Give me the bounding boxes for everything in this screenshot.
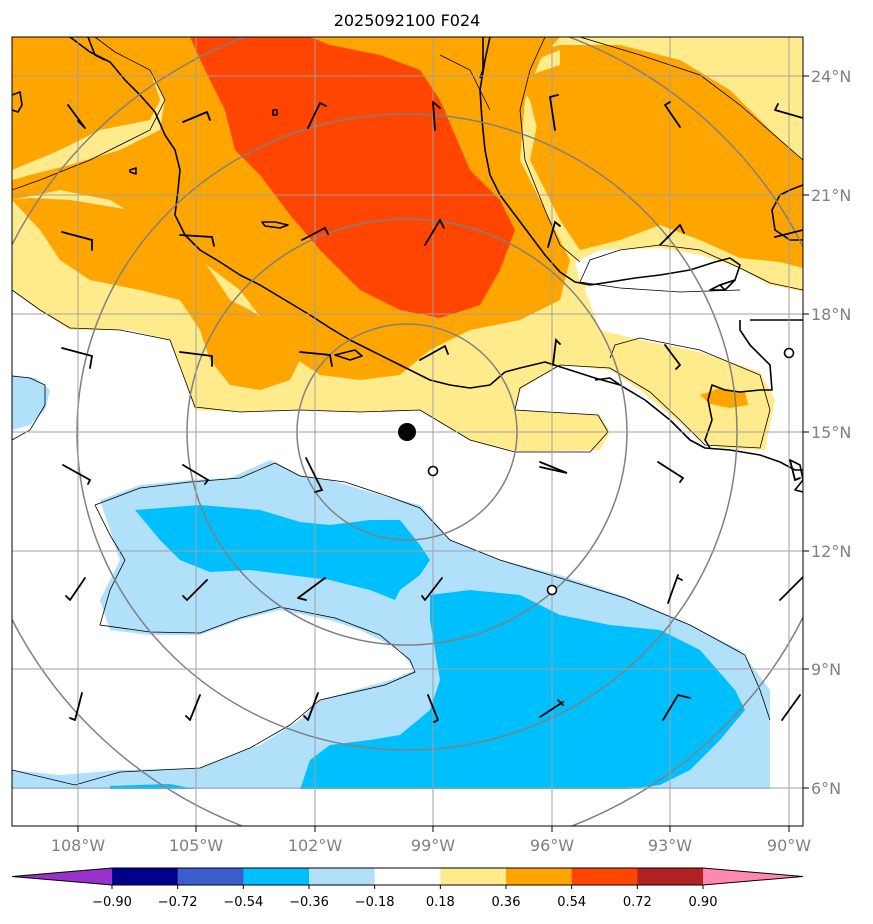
colorbar-label: −0.36: [289, 895, 329, 910]
wind-barb: [552, 338, 561, 366]
wind-barb: [549, 94, 559, 131]
wind-barb: [65, 577, 86, 601]
colorbar-label: 0.54: [557, 895, 586, 910]
lon-label: 105°W: [169, 836, 224, 855]
lon-label: 93°W: [648, 836, 692, 855]
colorbar-label: −0.54: [223, 895, 263, 910]
wind-barb: [664, 101, 681, 128]
wind-barb: [307, 102, 327, 129]
wind-barb: [781, 694, 801, 721]
lat-label: 6°N: [811, 779, 841, 798]
colorbar-segment: [374, 868, 441, 885]
lon-label: 108°W: [51, 836, 106, 855]
wind-barb: [774, 229, 803, 238]
colorbar-segment: [112, 868, 179, 885]
wind-barb: [539, 699, 564, 718]
colorbar: −0.90 −0.72 −0.54 −0.36 −0.18 0.18 0.36 0.54 0.7…: [11, 867, 804, 910]
lon-label: 102°W: [288, 836, 343, 855]
storm-center-marker: [398, 423, 416, 441]
wind-barb: [69, 692, 83, 721]
colorbar-label: −0.72: [158, 895, 198, 910]
station-marker: [427, 465, 439, 477]
wind-barb: [182, 579, 208, 601]
colorbar-segment: [571, 868, 638, 885]
lat-label: 15°N: [811, 423, 851, 442]
lat-label: 18°N: [811, 305, 851, 324]
wind-barb: [664, 344, 682, 370]
wind-barb: [182, 111, 211, 123]
colorbar-segment: [440, 868, 507, 885]
colorbar-label: 0.90: [689, 895, 718, 910]
map-title: 2025092100 F024: [334, 11, 481, 30]
wind-barb: [421, 577, 443, 601]
lat-label: 12°N: [811, 542, 851, 561]
latitude-labels: 24°N 21°N 18°N 15°N 12°N 9°N 6°N: [803, 67, 851, 798]
wind-barb: [539, 461, 568, 474]
wind-barb: [432, 101, 441, 131]
colorbar-label: −0.90: [92, 895, 132, 910]
colorbar-label: 0.72: [623, 895, 652, 910]
gridlines: [12, 37, 803, 826]
colorbar-segment: [637, 868, 704, 885]
lon-label: 90°W: [767, 836, 811, 855]
longitude-labels: 108°W 105°W 102°W 99°W 96°W 93°W 90°W: [51, 826, 811, 855]
wind-barb: [61, 347, 94, 369]
wind-barb: [179, 351, 213, 367]
wind-barb: [789, 459, 801, 482]
colorbar-label: 0.36: [492, 895, 521, 910]
colorbar-label: −0.18: [355, 895, 395, 910]
wind-barb: [301, 226, 329, 241]
wind-barb: [547, 220, 561, 248]
negative-mid-region: [135, 505, 430, 600]
wind-barb: [779, 576, 803, 601]
lat-label: 9°N: [811, 660, 841, 679]
lat-label: 24°N: [811, 67, 851, 86]
colorbar-segment: [506, 868, 573, 885]
station-marker: [783, 347, 795, 359]
wind-barb: [424, 218, 445, 246]
wind-barb: [667, 574, 683, 604]
colorbar-label: 0.18: [426, 895, 455, 910]
colorbar-extend-low: [12, 868, 112, 885]
lon-label: 96°W: [530, 836, 574, 855]
wind-barb: [657, 461, 685, 483]
colorbar-segment: [243, 868, 310, 885]
wind-barb: [67, 104, 86, 129]
wind-barb: [303, 692, 319, 721]
colorbar-extend-high: [703, 868, 803, 885]
wind-barb: [297, 577, 326, 601]
wind-barb: [62, 464, 92, 485]
wind-barb: [662, 693, 691, 721]
wind-barb: [659, 223, 685, 246]
lon-label: 99°W: [411, 836, 455, 855]
wind-barb: [774, 103, 803, 119]
wind-barb: [185, 694, 201, 721]
wind-barb: [305, 457, 324, 493]
wind-barb: [419, 344, 449, 361]
colorbar-segment: [309, 868, 376, 885]
wind-barb: [427, 694, 439, 723]
map-area: [12, 37, 803, 826]
wind-barb: [182, 464, 210, 485]
colorbar-segment: [177, 868, 244, 885]
station-marker: [546, 584, 558, 596]
wind-barb: [179, 234, 215, 247]
wind-barb: [61, 231, 93, 251]
wind-barb: [299, 351, 333, 367]
wind-barbs: [61, 94, 803, 723]
lat-label: 21°N: [811, 186, 851, 205]
